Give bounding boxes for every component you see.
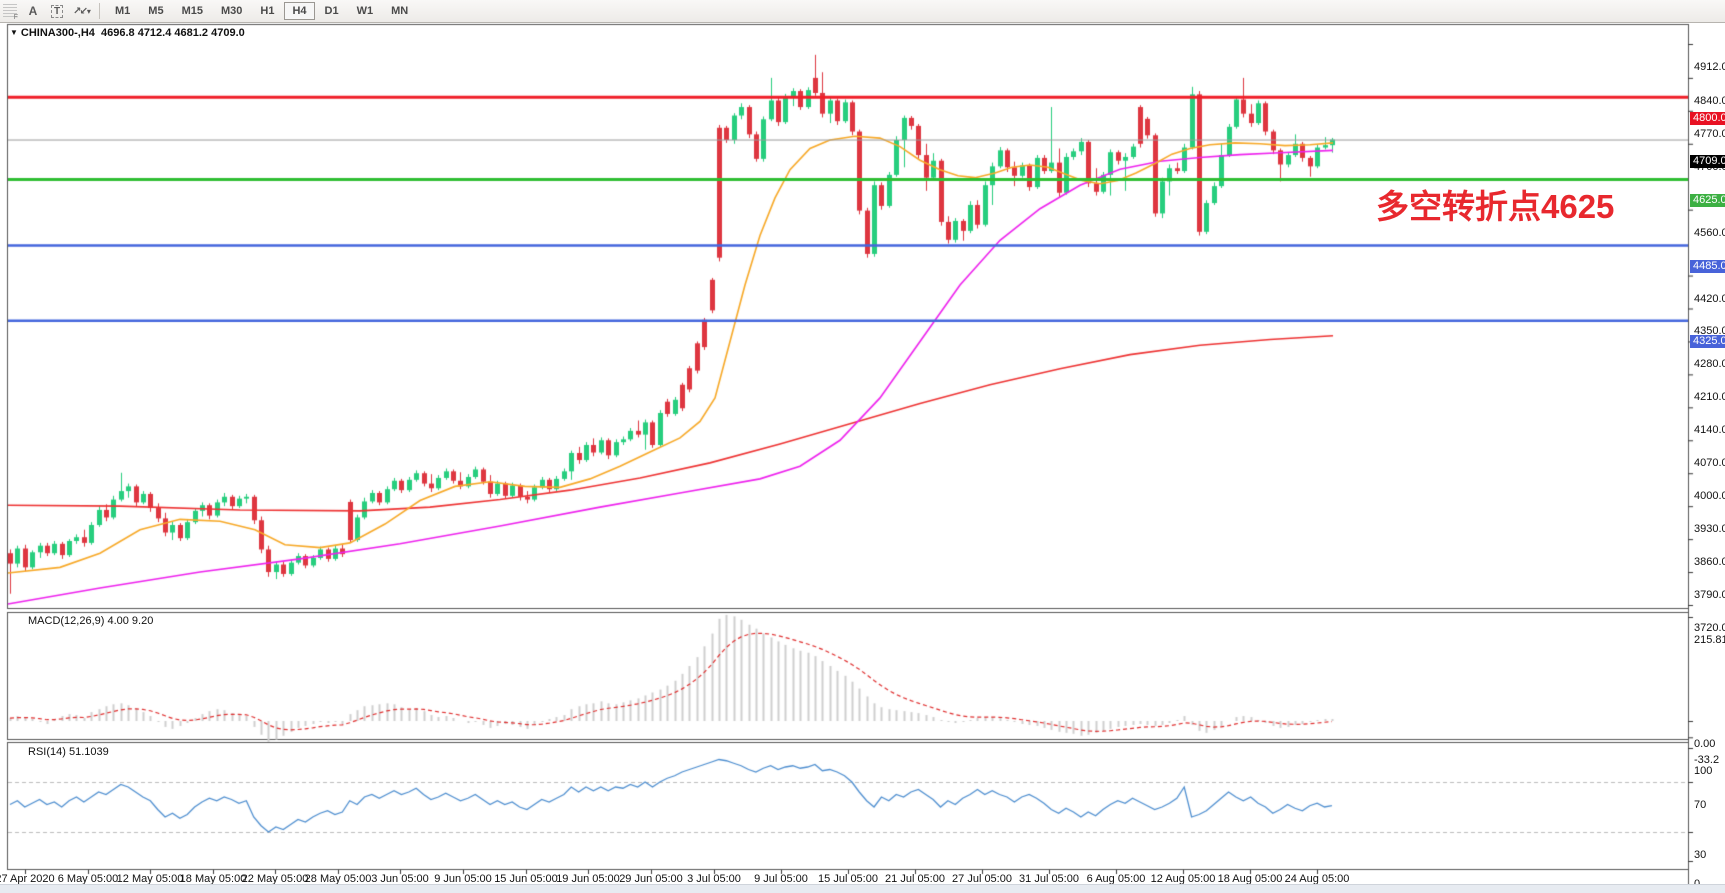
time-axis-label: 18 May 05:00 xyxy=(179,873,247,885)
chevron-down-icon[interactable]: ▾ xyxy=(86,6,91,16)
price-level-badge: 4325.0 xyxy=(1690,335,1725,349)
price-level-badge: 4485.0 xyxy=(1690,259,1725,273)
timeframe-button-m5[interactable]: M5 xyxy=(148,5,164,17)
time-axis-label: 28 May 05:00 xyxy=(304,873,372,885)
time-axis-label: 18 Aug 05:00 xyxy=(1217,873,1283,885)
timeframe-button-m30[interactable]: M30 xyxy=(220,5,243,17)
macd-axis-tick: 215.81 xyxy=(1694,634,1725,646)
time-axis-label: 29 Jun 05:00 xyxy=(619,873,683,885)
time-axis-label: 22 May 05:00 xyxy=(241,873,309,885)
time-axis-label: 27 Jul 05:00 xyxy=(952,873,1012,885)
time-axis-label: 19 Jun 05:00 xyxy=(556,873,620,885)
price-axis-tick: 3720.0 xyxy=(1694,622,1725,634)
timeframe-bar: M1 M5 M15 M30 H1 H4 D1 W1 MN xyxy=(106,2,417,20)
fibonacci-tool-icon[interactable]: F xyxy=(3,4,18,21)
price-level-badge: 4800.0 xyxy=(1690,111,1725,125)
macd-axis-tick: -33.2 xyxy=(1694,754,1720,767)
time-axis-label: 6 May 05:00 xyxy=(57,873,119,885)
timeframe-button-h1[interactable]: H1 xyxy=(260,5,275,17)
time-axis-label: 31 Jul 05:00 xyxy=(1019,873,1079,885)
macd-indicator-label: MACD(12,26,9) 4.00 9.20 xyxy=(28,615,154,627)
timeframe-button-m15[interactable]: M15 xyxy=(181,5,203,17)
price-axis-tick: 4000.0 xyxy=(1694,490,1725,503)
time-axis-label: 3 Jun 05:00 xyxy=(371,873,429,885)
price-axis-tick: 4912.0 xyxy=(1694,61,1725,73)
time-axis-label: 6 Aug 05:00 xyxy=(1086,873,1146,885)
chart-annotation-text: 多空转折点4625 xyxy=(1376,188,1615,225)
rsi-axis-tick: 100 xyxy=(1694,765,1713,777)
dropdown-triangle-icon[interactable]: ▼ xyxy=(10,28,18,37)
toolbar-separator xyxy=(99,3,100,19)
price-axis-tick: 4070.0 xyxy=(1694,457,1725,470)
timeframe-button-d1[interactable]: D1 xyxy=(324,5,339,17)
price-axis-tick: 4420.0 xyxy=(1694,292,1725,305)
price-axis-tick: 4280.0 xyxy=(1694,358,1725,371)
rsi-axis-tick: 70 xyxy=(1694,799,1707,811)
time-axis-label: 12 Aug 05:00 xyxy=(1150,873,1216,885)
text-tool-button[interactable]: A xyxy=(28,4,38,18)
time-axis-label: 9 Jul 05:00 xyxy=(754,873,808,885)
time-axis-label: 15 Jul 05:00 xyxy=(818,873,878,885)
price-axis-tick: 4210.0 xyxy=(1694,391,1725,404)
time-axis-label: 3 Jul 05:00 xyxy=(687,873,741,885)
time-axis-label: 15 Jun 05:00 xyxy=(494,873,558,885)
rsi-indicator-label: RSI(14) 51.1039 xyxy=(28,746,109,758)
time-axis-label: 9 Jun 05:00 xyxy=(434,873,492,885)
time-axis-label: 24 Aug 05:00 xyxy=(1284,873,1350,885)
price-axis-tick: 4350.0 xyxy=(1694,325,1725,338)
price-axis-tick: 4770.0 xyxy=(1694,127,1725,140)
time-axis-label: 21 Jul 05:00 xyxy=(885,873,945,885)
time-axis-label: 27 Apr 2020 xyxy=(0,873,55,885)
bottom-scrollbar-strip[interactable] xyxy=(0,884,1725,893)
timeframe-button-h4[interactable]: H4 xyxy=(284,2,315,20)
price-axis-tick: 4840.0 xyxy=(1694,94,1725,107)
price-axis-tick: 4140.0 xyxy=(1694,424,1725,437)
symbol-title: ▼ CHINA300-,H4 4696.8 4712.4 4681.2 4709.… xyxy=(10,27,245,39)
timeframe-button-mn[interactable]: MN xyxy=(391,5,409,17)
price-level-badge: 4625.0 xyxy=(1690,194,1725,208)
arrows-tool-button[interactable]: ↗↙ ▾ xyxy=(73,5,91,17)
toolbar: F A T ↗↙ ▾ M1 M5 M15 M30 H1 H4 D1 W1 MN xyxy=(0,0,1725,23)
time-axis-label: 12 May 05:00 xyxy=(116,873,184,885)
price-chart-canvas[interactable] xyxy=(0,23,1725,893)
price-axis-tick: 4560.0 xyxy=(1694,226,1725,239)
timeframe-button-w1[interactable]: W1 xyxy=(356,5,374,17)
timeframe-button-m1[interactable]: M1 xyxy=(115,5,131,17)
rsi-axis-tick: 30 xyxy=(1694,849,1707,861)
macd-axis-tick: 0.00 xyxy=(1694,738,1716,750)
price-axis-tick: 3790.0 xyxy=(1694,589,1725,602)
price-level-badge: 4709.0 xyxy=(1690,154,1725,168)
label-tool-button[interactable]: T xyxy=(46,2,68,21)
price-axis-tick: 3860.0 xyxy=(1694,556,1725,569)
price-axis-tick: 3930.0 xyxy=(1694,523,1725,536)
